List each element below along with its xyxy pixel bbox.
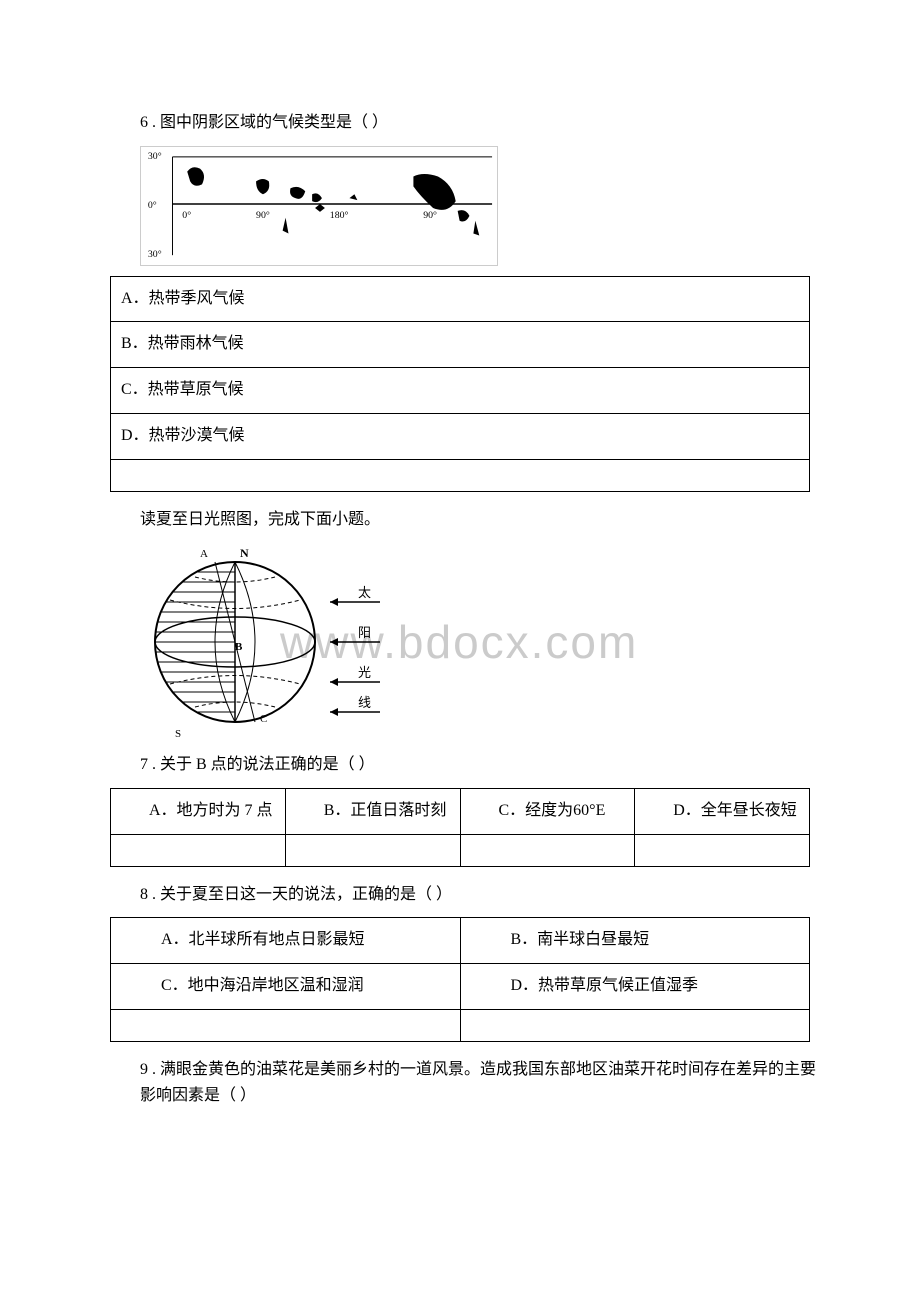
svg-text:30°: 30° — [148, 150, 162, 161]
q7-options-table: A．地方时为 7 点 B．正值日落时刻 C．经度为60°E D．全年昼长夜短 — [110, 788, 810, 867]
q6-option-d: D．热带沙漠气候 — [111, 413, 810, 459]
globe-svg: N A B C S 太 阳 光 线 — [140, 542, 385, 742]
q6-empty-row — [111, 459, 810, 491]
intro-text: 读夏至日光照图，完成下面小题。 — [140, 507, 820, 533]
q7-text: 7 . 关于 B 点的说法正确的是（ ） — [140, 752, 820, 778]
svg-text:N: N — [240, 546, 249, 560]
q6-option-a: A．热带季风气候 — [111, 276, 810, 322]
q8-option-a: A．北半球所有地点日影最短 — [111, 918, 461, 964]
q6-text: 6 . 图中阴影区域的气候类型是（ ） — [140, 110, 820, 136]
q6-map: 30° 0° 30° 0° 90° 180° 90° — [140, 146, 498, 266]
q6-option-b: B．热带雨林气候 — [111, 322, 810, 368]
svg-text:太: 太 — [358, 585, 371, 600]
svg-text:90°: 90° — [423, 209, 437, 220]
q8-text: 8 . 关于夏至日这一天的说法，正确的是（ ） — [140, 882, 820, 908]
q9-text: 9 . 满眼金黄色的油菜花是美丽乡村的一道风景。造成我国东部地区油菜开花时间存在… — [140, 1057, 820, 1108]
map-svg: 30° 0° 30° 0° 90° 180° 90° — [141, 147, 497, 265]
q7-option-a: A．地方时为 7 点 — [111, 788, 286, 834]
q7-option-d: D．全年昼长夜短 — [635, 788, 810, 834]
svg-text:S: S — [175, 728, 181, 740]
svg-text:180°: 180° — [330, 209, 349, 220]
svg-text:C: C — [260, 713, 267, 725]
svg-text:光: 光 — [358, 665, 371, 680]
svg-text:A: A — [200, 548, 208, 560]
svg-text:阳: 阳 — [358, 625, 371, 640]
q8-option-b: B．南半球白昼最短 — [460, 918, 810, 964]
q8-option-c: C．地中海沿岸地区温和湿润 — [111, 964, 461, 1010]
svg-text:90°: 90° — [256, 209, 270, 220]
q7-option-b: B．正值日落时刻 — [285, 788, 460, 834]
globe-diagram: N A B C S 太 阳 光 线 — [140, 542, 385, 742]
svg-text:0°: 0° — [148, 200, 157, 211]
svg-text:线: 线 — [358, 695, 371, 710]
q6-option-c: C．热带草原气候 — [111, 368, 810, 414]
svg-text:30°: 30° — [148, 249, 162, 260]
svg-text:B: B — [235, 641, 243, 653]
svg-text:0°: 0° — [182, 209, 191, 220]
q6-options-table: A．热带季风气候 B．热带雨林气候 C．热带草原气候 D．热带沙漠气候 — [110, 276, 810, 492]
q8-options-table: A．北半球所有地点日影最短 B．南半球白昼最短 C．地中海沿岸地区温和湿润 D．… — [110, 917, 810, 1042]
q8-option-d: D．热带草原气候正值湿季 — [460, 964, 810, 1010]
q7-option-c: C．经度为60°E — [460, 788, 635, 834]
